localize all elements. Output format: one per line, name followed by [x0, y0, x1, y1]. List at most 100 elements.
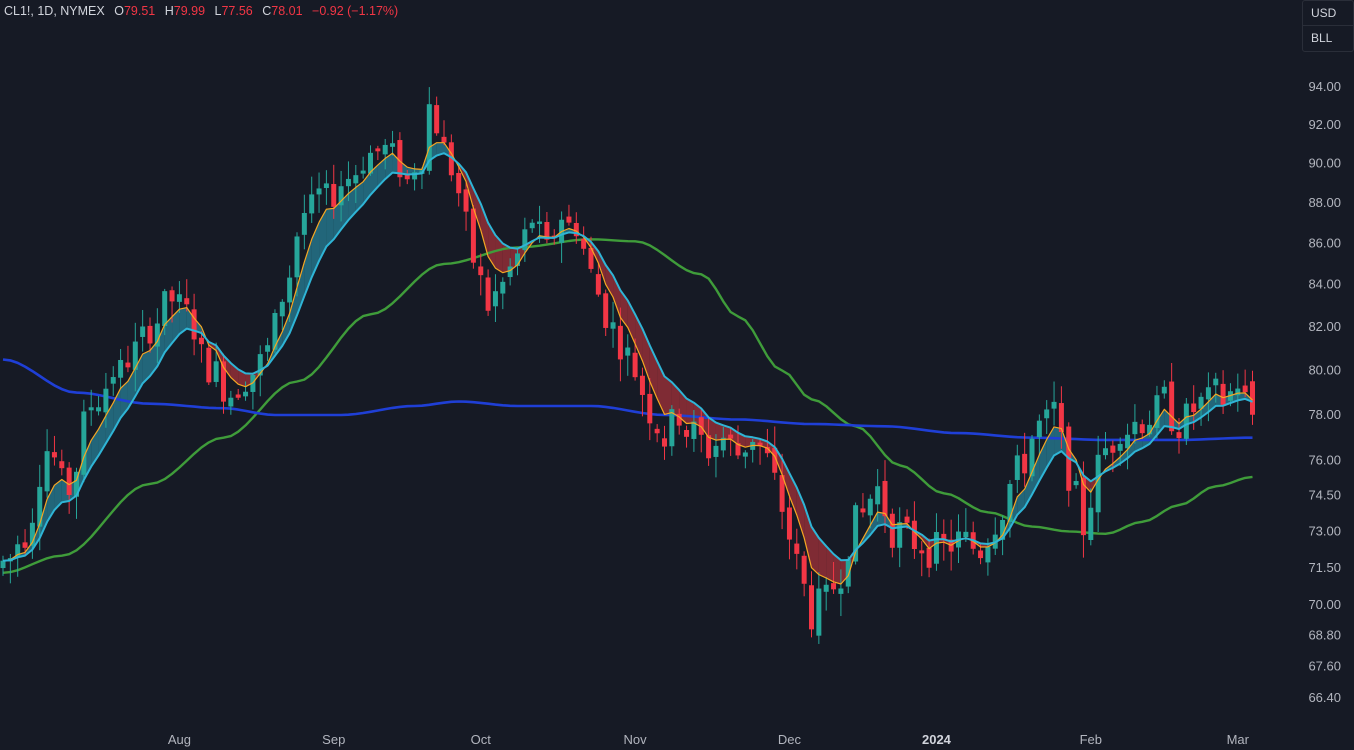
candle-body	[382, 144, 388, 155]
candle-body	[96, 407, 102, 412]
candle-body	[448, 142, 454, 176]
candle-body	[911, 520, 917, 550]
candle	[809, 571, 814, 638]
candle-body	[603, 293, 609, 328]
y-tick-label: 86.00	[1308, 235, 1341, 250]
cloud-segment	[333, 200, 342, 240]
cloud-segment	[502, 243, 511, 273]
candle	[1213, 372, 1219, 403]
candle	[485, 269, 491, 316]
candle	[897, 507, 903, 568]
y-tick-label: 67.60	[1308, 659, 1341, 674]
candle	[44, 429, 50, 498]
candle	[639, 367, 645, 417]
candle-body	[463, 189, 469, 212]
candle-body	[213, 361, 219, 382]
cloud-segment	[473, 188, 481, 231]
candle-body	[345, 178, 351, 187]
x-axis[interactable]: Aug Sep Oct Nov Dec 2024 Feb Mar	[168, 732, 1250, 747]
candle-body	[786, 507, 792, 540]
candle-body	[522, 229, 528, 251]
candle-body	[581, 238, 587, 249]
cloud-segment	[1120, 449, 1128, 464]
candle	[1132, 404, 1138, 444]
candle-body	[426, 104, 432, 171]
candle	[1117, 437, 1123, 467]
candle	[221, 353, 226, 414]
currency-unit-selector[interactable]: USD BLL	[1302, 0, 1354, 52]
candle	[176, 281, 182, 313]
candle	[786, 496, 792, 560]
close-label: C	[262, 4, 272, 18]
candle-body	[537, 221, 543, 224]
candle	[772, 426, 778, 480]
candle-body	[1235, 388, 1241, 396]
candle-body	[390, 143, 396, 147]
candle	[441, 120, 447, 146]
candle	[154, 308, 160, 364]
candle-body	[221, 361, 226, 402]
candle-body	[0, 560, 6, 569]
unit-label[interactable]: BLL	[1303, 25, 1353, 50]
candle	[265, 337, 271, 361]
candle	[1022, 432, 1028, 487]
cloud-segment	[319, 209, 327, 261]
candle-body	[978, 550, 984, 559]
ema-slow-line	[2, 152, 1253, 562]
candle-body	[1176, 432, 1182, 439]
candle	[338, 170, 344, 222]
y-tick-label: 94.00	[1308, 79, 1341, 94]
candle-body	[507, 266, 513, 278]
cloud-segment	[826, 546, 834, 582]
candle	[1139, 419, 1145, 440]
candle-body	[44, 451, 50, 492]
candle-body	[360, 170, 366, 174]
candle	[603, 289, 609, 337]
symbol-label[interactable]: CL1!, 1D, NYMEX	[4, 4, 105, 18]
candle	[1051, 381, 1057, 426]
candle-body	[1161, 386, 1167, 394]
candle-body	[1250, 381, 1255, 415]
candle-body	[853, 505, 859, 562]
candle-body	[470, 208, 476, 263]
change-value: −0.92 (−1.17%)	[312, 4, 399, 18]
candle-body	[74, 471, 79, 497]
x-tick-label: Mar	[1227, 732, 1250, 747]
candle	[206, 344, 212, 386]
y-tick-label: 66.40	[1308, 690, 1341, 705]
x-tick-label: 2024	[922, 732, 952, 747]
cloud-segment	[811, 526, 819, 575]
candle	[992, 517, 998, 555]
candle	[147, 317, 153, 353]
close-value: 78.01	[271, 4, 303, 18]
currency-label[interactable]: USD	[1311, 6, 1337, 20]
candle	[1103, 432, 1108, 460]
candle-body	[485, 277, 491, 311]
y-axis[interactable]: 94.00 92.00 90.00 88.00 86.00 84.00 82.00 80.00…	[1308, 79, 1341, 705]
candle	[779, 453, 785, 530]
cloud-segment	[436, 142, 444, 156]
y-tick-label: 88.00	[1308, 195, 1341, 210]
candle	[625, 334, 631, 376]
candle	[1066, 422, 1072, 507]
cloud-segment	[921, 534, 930, 549]
candle-body	[1213, 378, 1219, 386]
candle	[559, 211, 565, 263]
cloud-segment	[385, 153, 393, 180]
candle	[742, 450, 748, 469]
x-tick-label: Aug	[168, 732, 191, 747]
cloud-segment	[54, 479, 62, 510]
candle-body	[757, 442, 763, 447]
cloud-segment	[208, 341, 217, 351]
candle	[853, 502, 859, 565]
candle-body	[368, 152, 373, 174]
candle-body	[1029, 438, 1035, 477]
candle	[1095, 435, 1101, 532]
candle-body	[37, 486, 43, 527]
candle-body	[632, 352, 638, 378]
candle-body	[1169, 381, 1175, 432]
candle-body	[184, 298, 190, 305]
candle	[1036, 414, 1042, 456]
candle	[581, 226, 587, 255]
